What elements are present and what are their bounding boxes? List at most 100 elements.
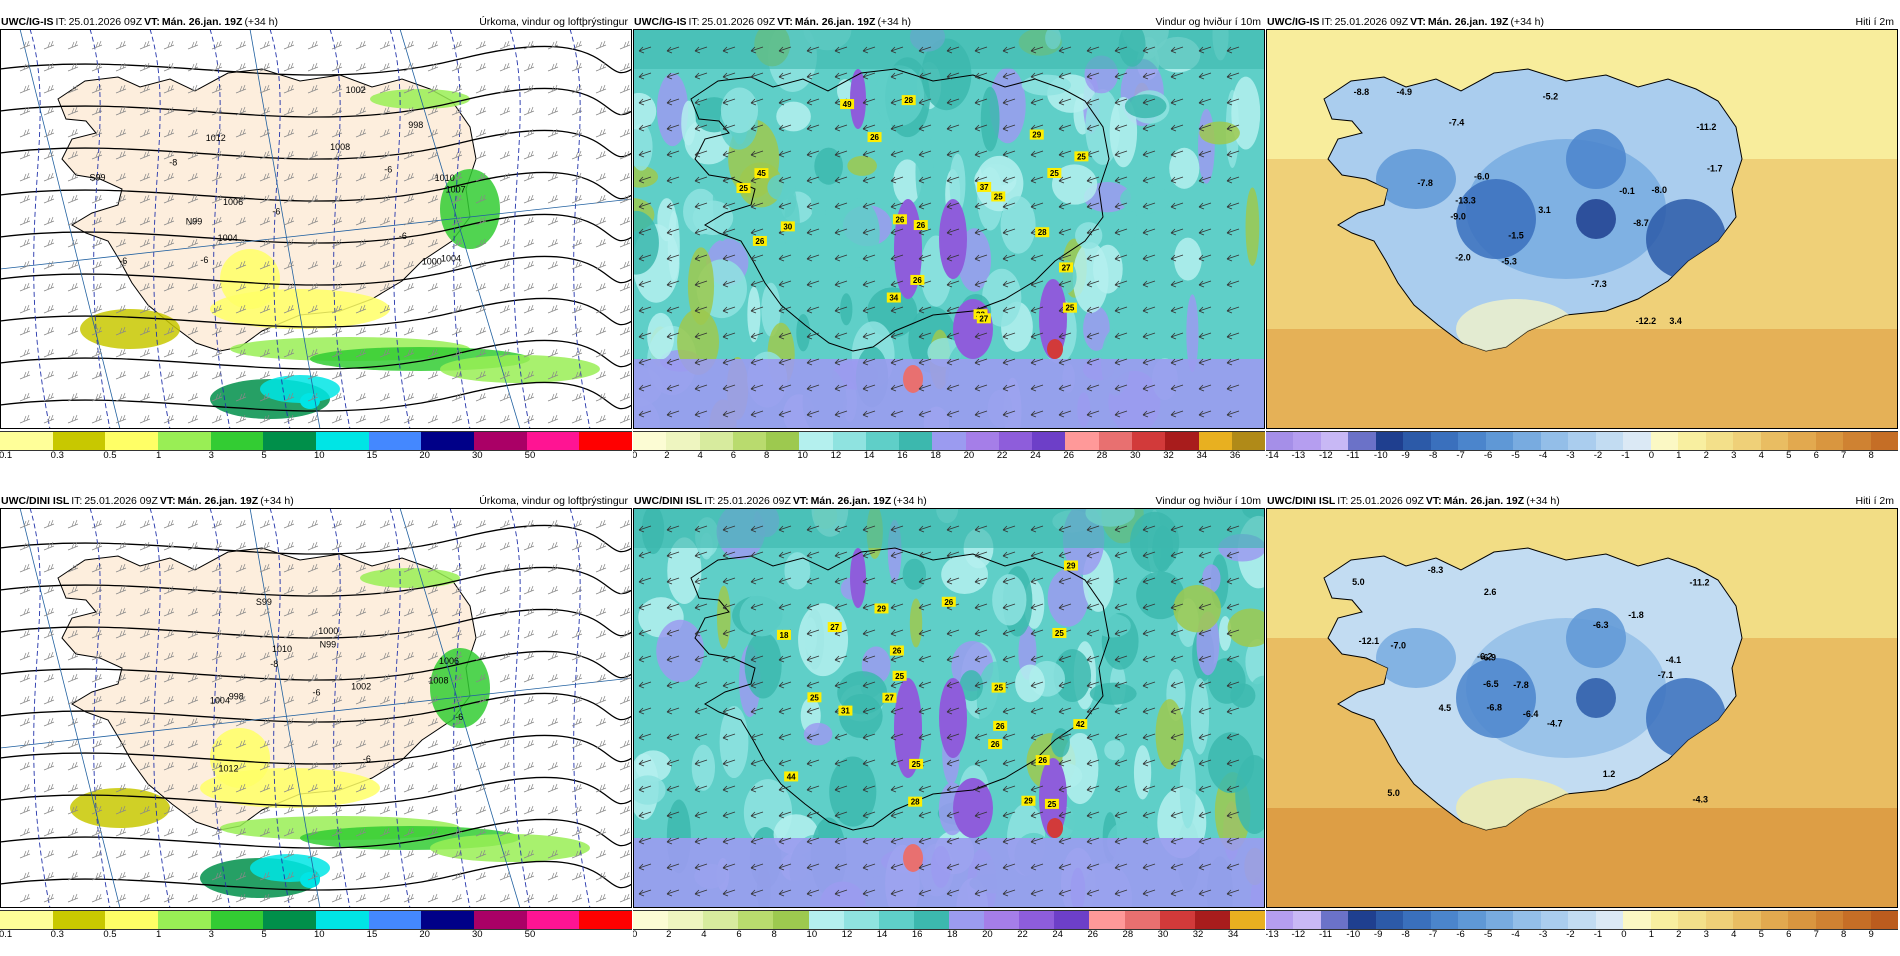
colorbar-cell: [1650, 911, 1679, 929]
wind-arrow: [1002, 785, 1016, 793]
colorbar-tick-label: 20: [419, 929, 430, 940]
wind-arrow: [1058, 603, 1072, 611]
contour-label: S99: [89, 172, 105, 182]
wind-barb: [499, 392, 511, 402]
colorbar-cell: [843, 911, 879, 929]
wind-arrow: [778, 410, 792, 418]
wind-barb: [19, 216, 31, 226]
wind-barb: [43, 805, 55, 815]
wind-arrow: [890, 410, 904, 418]
wind-barb: [379, 695, 391, 705]
wind-arrow: [834, 655, 848, 663]
wind-barb: [547, 282, 559, 292]
wind-barb: [91, 370, 103, 380]
wind-barb: [499, 128, 511, 138]
colorbar-ticks: 0 2 4 6 8 10 12 14 16 18 20 22 24 26 28 30 32 34 36: [633, 450, 1265, 462]
wind-arrow: [1030, 707, 1044, 715]
wind-barb: [403, 326, 415, 336]
wind-barb: [595, 871, 607, 881]
wind-arrow: [722, 707, 736, 715]
wind-arrow: [1114, 202, 1128, 210]
colorbar-cell: [1485, 911, 1514, 929]
wind-arrow: [778, 707, 792, 715]
wind-barb: [235, 695, 247, 705]
wind-barb: [43, 370, 55, 380]
wind-barb: [187, 739, 199, 749]
gust-core: [1047, 818, 1063, 838]
wind-barb: [331, 194, 343, 204]
wind-barb: [235, 172, 247, 182]
wind-barb: [211, 541, 223, 551]
wind-arrow: [890, 525, 904, 533]
wind-barb: [571, 717, 583, 727]
wind-arrow: [638, 306, 652, 314]
wind-barb: [91, 805, 103, 815]
colorbar-tick-label: 5: [261, 929, 267, 940]
wind-arrow: [1226, 655, 1240, 663]
wind-barb: [403, 106, 415, 116]
wind-barb: [283, 563, 295, 573]
wind-arrow: [1142, 124, 1156, 132]
wind-arrow: [862, 603, 876, 611]
wind-barb: [451, 414, 463, 424]
wind-arrow: [806, 837, 820, 845]
wind-arrow: [694, 254, 708, 262]
wind-barb: [235, 40, 247, 50]
colorbar-tick-label: 24: [1052, 929, 1063, 940]
wind-barb: [523, 326, 535, 336]
wind-barb: [427, 783, 439, 793]
wind-arrow: [750, 306, 764, 314]
wind-barb: [163, 326, 175, 336]
cold-area: [1566, 129, 1626, 189]
wind-barb: [67, 238, 79, 248]
wind-arrow: [1142, 577, 1156, 585]
wind-barb: [427, 563, 439, 573]
wind-barb: [139, 326, 151, 336]
gust-label: 25: [1047, 167, 1062, 178]
wind-arrow: [974, 785, 988, 793]
wind-speed-area: [796, 313, 811, 352]
wind-arrow: [1142, 759, 1156, 767]
wind-barb: [283, 348, 295, 358]
wind-barb: [595, 849, 607, 859]
temperature-value: -4.9: [1396, 87, 1412, 97]
wind-barb: [307, 827, 319, 837]
wind-arrow: [946, 811, 960, 819]
wind-arrow: [1142, 863, 1156, 871]
colorbar-cell: [474, 911, 527, 929]
wind-barb: [379, 62, 391, 72]
panel-title: Vindur og hviður í 10m: [1155, 16, 1261, 28]
wind-speed-area: [1190, 678, 1210, 755]
gust-label-box: [1074, 151, 1089, 162]
wind-arrow: [638, 837, 652, 845]
colorbar-cell: [526, 432, 580, 450]
colorbar-tick-label: 10: [314, 450, 325, 461]
wind-barb: [475, 260, 487, 270]
wind-arrow: [1198, 228, 1212, 236]
colorbar-tick-label: 7: [1813, 929, 1819, 940]
wind-barb: [163, 260, 175, 270]
wind-barb: [307, 893, 319, 903]
wind-barb: [163, 871, 175, 881]
wind-barb: [379, 629, 391, 639]
wind-arrow: [1002, 603, 1016, 611]
wind-arrow: [806, 228, 820, 236]
wind-barb: [259, 673, 271, 683]
wind-barb: [115, 106, 127, 116]
wind-speed-area: [687, 247, 715, 325]
wind-barb: [43, 62, 55, 72]
temperature-value: -6.9: [1481, 652, 1497, 662]
wind-barb: [67, 40, 79, 50]
wind-arrow: [946, 681, 960, 689]
wind-arrow: [694, 72, 708, 80]
wind-barb: [91, 392, 103, 402]
wind-barb: [283, 326, 295, 336]
wind-arrow: [1058, 202, 1072, 210]
wind-barb: [523, 392, 535, 402]
wind-arrow: [974, 46, 988, 54]
vt-label: VT:: [777, 16, 793, 28]
wind-barb: [43, 849, 55, 859]
wind-barb: [547, 414, 559, 424]
wind-barb: [19, 282, 31, 292]
wind-arrow: [1142, 150, 1156, 158]
